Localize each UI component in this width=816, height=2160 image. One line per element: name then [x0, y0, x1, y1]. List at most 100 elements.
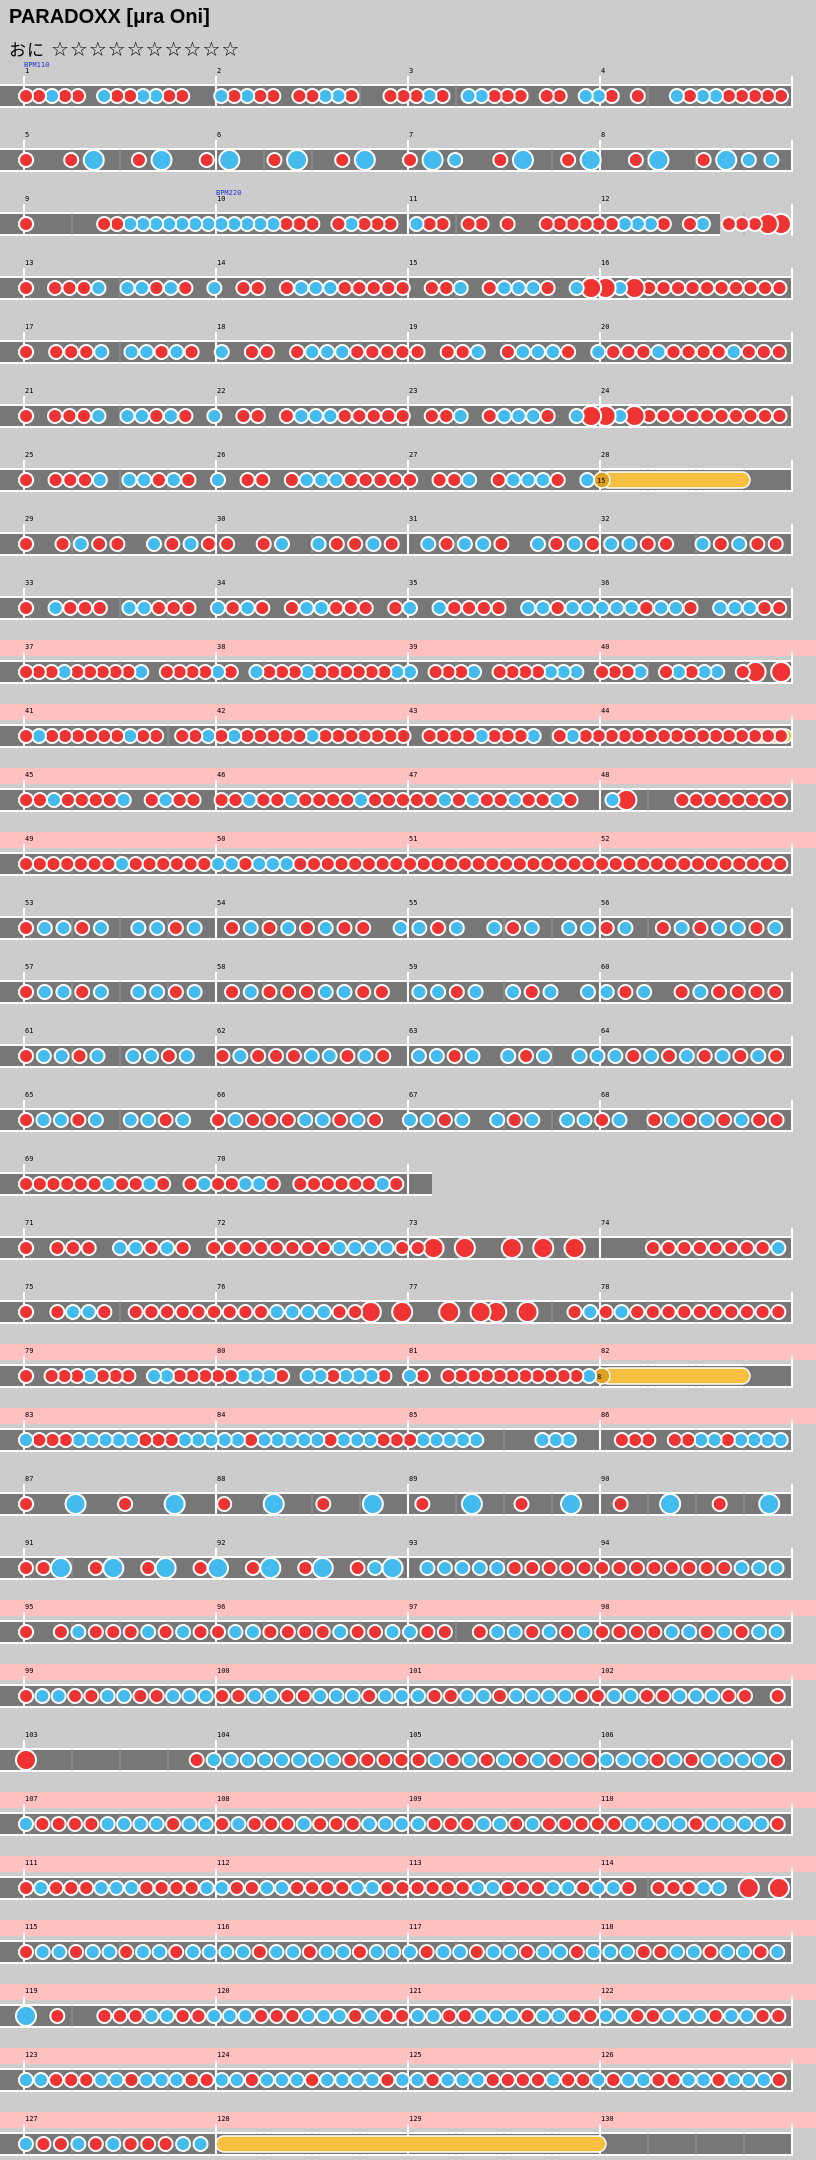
don-note: [280, 984, 297, 1000]
don-note: [49, 2008, 66, 2024]
ka-note: [523, 920, 540, 936]
don-note: [63, 152, 80, 168]
don-note: [171, 792, 188, 808]
ka-note: [564, 600, 581, 616]
ka-note: [141, 1176, 158, 1192]
don-note: [50, 1816, 67, 1832]
don-note: [409, 1880, 426, 1896]
don-note: [419, 1624, 436, 1640]
don-note: [429, 856, 446, 872]
don-note: [481, 280, 498, 296]
don-note: [666, 1432, 683, 1448]
don-note: [365, 280, 382, 296]
don-note: [174, 1240, 191, 1256]
ka-note: [296, 1432, 313, 1448]
don-note: [654, 920, 671, 936]
measure-number: 104: [217, 1731, 230, 1739]
don-note: [447, 728, 464, 744]
don-note: [606, 1816, 623, 1832]
don-note: [439, 344, 456, 360]
ka-note: [738, 2008, 755, 2024]
ka-note: [525, 408, 542, 424]
don-note: [18, 856, 34, 872]
don-note: [530, 1880, 546, 1896]
ka-note: [55, 984, 72, 1000]
don-note: [283, 472, 300, 488]
ka-note: [520, 472, 537, 488]
ka-note: [200, 216, 217, 232]
don-note: [566, 1304, 583, 1320]
don-note: [728, 280, 745, 296]
ka-note: [535, 1944, 552, 1960]
don-note: [349, 1560, 366, 1576]
ka-note: [206, 408, 223, 424]
don-note: [690, 856, 706, 872]
don-note: [573, 1688, 590, 1704]
don-note: [347, 1176, 364, 1192]
ka-note: [364, 1880, 381, 1896]
don-note: [723, 1240, 740, 1256]
don-note: [446, 600, 463, 616]
ka-note: [410, 1816, 427, 1832]
ka-note: [196, 1176, 213, 1192]
don-note: [137, 1432, 154, 1448]
don-note: [732, 1048, 749, 1064]
don-note: [319, 856, 336, 872]
ka-note: [35, 1112, 52, 1128]
ka-note: [47, 600, 64, 616]
ka-note: [461, 472, 478, 488]
don-note: [473, 216, 490, 232]
measure-number: 99: [25, 1667, 33, 1675]
measure-number: 3: [409, 67, 413, 75]
don-note: [279, 1112, 296, 1128]
don-note: [603, 728, 620, 744]
don-note: [395, 728, 412, 744]
ka-big-note: [163, 1493, 186, 1515]
don-note: [603, 88, 620, 104]
don-note: [376, 1752, 393, 1768]
ka-big-note: [150, 149, 173, 171]
ka-note: [746, 1432, 763, 1448]
ka-note: [488, 2008, 505, 2024]
don-note: [77, 600, 94, 616]
don-note: [720, 1688, 737, 1704]
ka-note: [256, 1432, 273, 1448]
ka-note: [159, 2008, 176, 2024]
ka-note: [685, 1944, 702, 1960]
don-note: [427, 664, 444, 680]
ka-note: [162, 280, 179, 296]
ka-note: [607, 1048, 624, 1064]
measure-number: 37: [25, 643, 33, 651]
measure-number: 52: [601, 835, 609, 843]
note-lane: [0, 149, 792, 171]
ka-note: [452, 1944, 469, 1960]
don-note: [638, 600, 655, 616]
don-note: [551, 216, 568, 232]
don-note: [560, 2072, 577, 2088]
don-note: [59, 856, 76, 872]
don-note: [388, 1432, 405, 1448]
don-note: [594, 1624, 610, 1640]
ka-note: [268, 1944, 285, 1960]
ka-note: [133, 280, 150, 296]
don-note: [367, 792, 384, 808]
don-note: [424, 1880, 441, 1896]
ka-note: [232, 1048, 249, 1064]
measure-number: 71: [25, 1219, 33, 1227]
don-note: [161, 88, 178, 104]
don-note: [658, 536, 674, 552]
don-note: [557, 1816, 574, 1832]
ka-note: [726, 600, 743, 616]
measure-number: 122: [601, 1987, 614, 1995]
don-note: [157, 2136, 174, 2152]
don-note: [246, 1816, 263, 1832]
don-note: [77, 472, 94, 488]
don-note: [317, 728, 334, 744]
don-note: [342, 600, 359, 616]
gogo-band: [0, 1408, 816, 1424]
don-note: [261, 920, 278, 936]
don-note: [18, 1944, 34, 1960]
ka-note: [520, 600, 537, 616]
measure-number: 48: [601, 771, 609, 779]
ka-note: [430, 984, 447, 1000]
